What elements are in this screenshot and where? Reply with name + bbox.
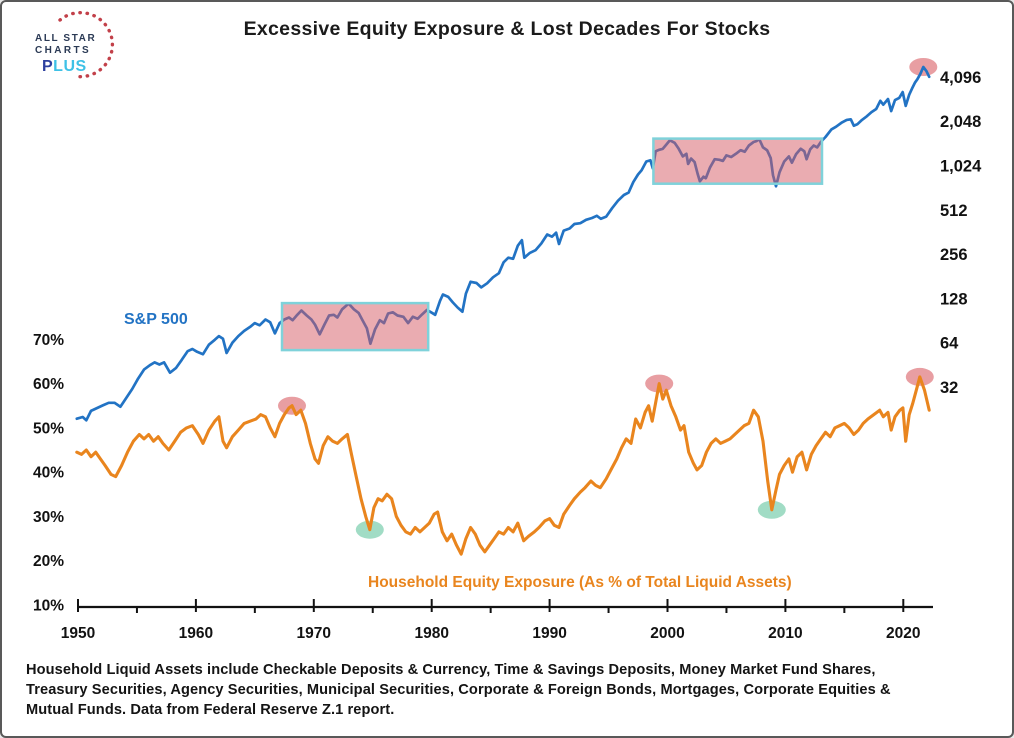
sp500-line	[75, 65, 931, 422]
left-tick-label: 10%	[33, 598, 64, 615]
allstarcharts-logo: ALL STAR CHARTS PLUS	[35, 10, 115, 79]
x-tick-label: 1950	[61, 625, 95, 642]
lost-decade-1968-1979-box	[280, 301, 430, 352]
right-tick-label: 128	[940, 290, 968, 308]
household-series-label: Household Equity Exposure (As % of Total…	[368, 574, 792, 591]
left-tick-label: 40%	[33, 465, 64, 482]
logo-dots-arc	[58, 10, 115, 79]
x-tick-label: 2010	[768, 625, 802, 642]
right-tick-label: 2,048	[940, 113, 981, 131]
logo-line2: CHARTS	[35, 45, 91, 56]
logo-plus-rest: LUS	[53, 58, 87, 75]
right-tick-label: 64	[940, 335, 959, 353]
logo-plus: PLUS	[42, 58, 87, 75]
right-tick-label: 32	[940, 379, 958, 397]
left-tick-label: 50%	[33, 420, 64, 437]
footnote-line-2: Treasury Securities, Agency Securities, …	[26, 682, 891, 698]
right-tick-label: 4,096	[940, 69, 981, 87]
right-tick-label: 512	[940, 202, 968, 220]
footnote-line-3: Mutual Funds. Data from Federal Reserve …	[26, 702, 395, 718]
x-tick-label: 1970	[297, 625, 331, 642]
x-tick-label: 2000	[650, 625, 684, 642]
footnote-line-1: Household Liquid Assets include Checkabl…	[26, 662, 876, 678]
left-tick-label: 20%	[33, 553, 64, 570]
left-tick-label: 60%	[33, 376, 64, 393]
logo-plus-p: P	[42, 58, 53, 75]
right-tick-label: 1,024	[940, 158, 982, 176]
page-title: Excessive Equity Exposure & Lost Decades…	[243, 18, 771, 40]
logo-line1: ALL STAR	[35, 33, 96, 44]
footnote: Household Liquid Assets include Checkabl…	[26, 660, 1001, 720]
household-line	[75, 375, 931, 556]
lost-decade-2000-2013-box	[652, 137, 824, 185]
x-tick-label: 2020	[886, 625, 920, 642]
x-tick-label: 1960	[179, 625, 213, 642]
left-tick-label: 70%	[33, 332, 64, 349]
x-tick-label: 1980	[414, 625, 448, 642]
x-tick-label: 1990	[532, 625, 566, 642]
left-tick-label: 30%	[33, 509, 64, 526]
sp500-series-label: S&P 500	[124, 311, 188, 328]
right-tick-label: 256	[940, 246, 968, 264]
